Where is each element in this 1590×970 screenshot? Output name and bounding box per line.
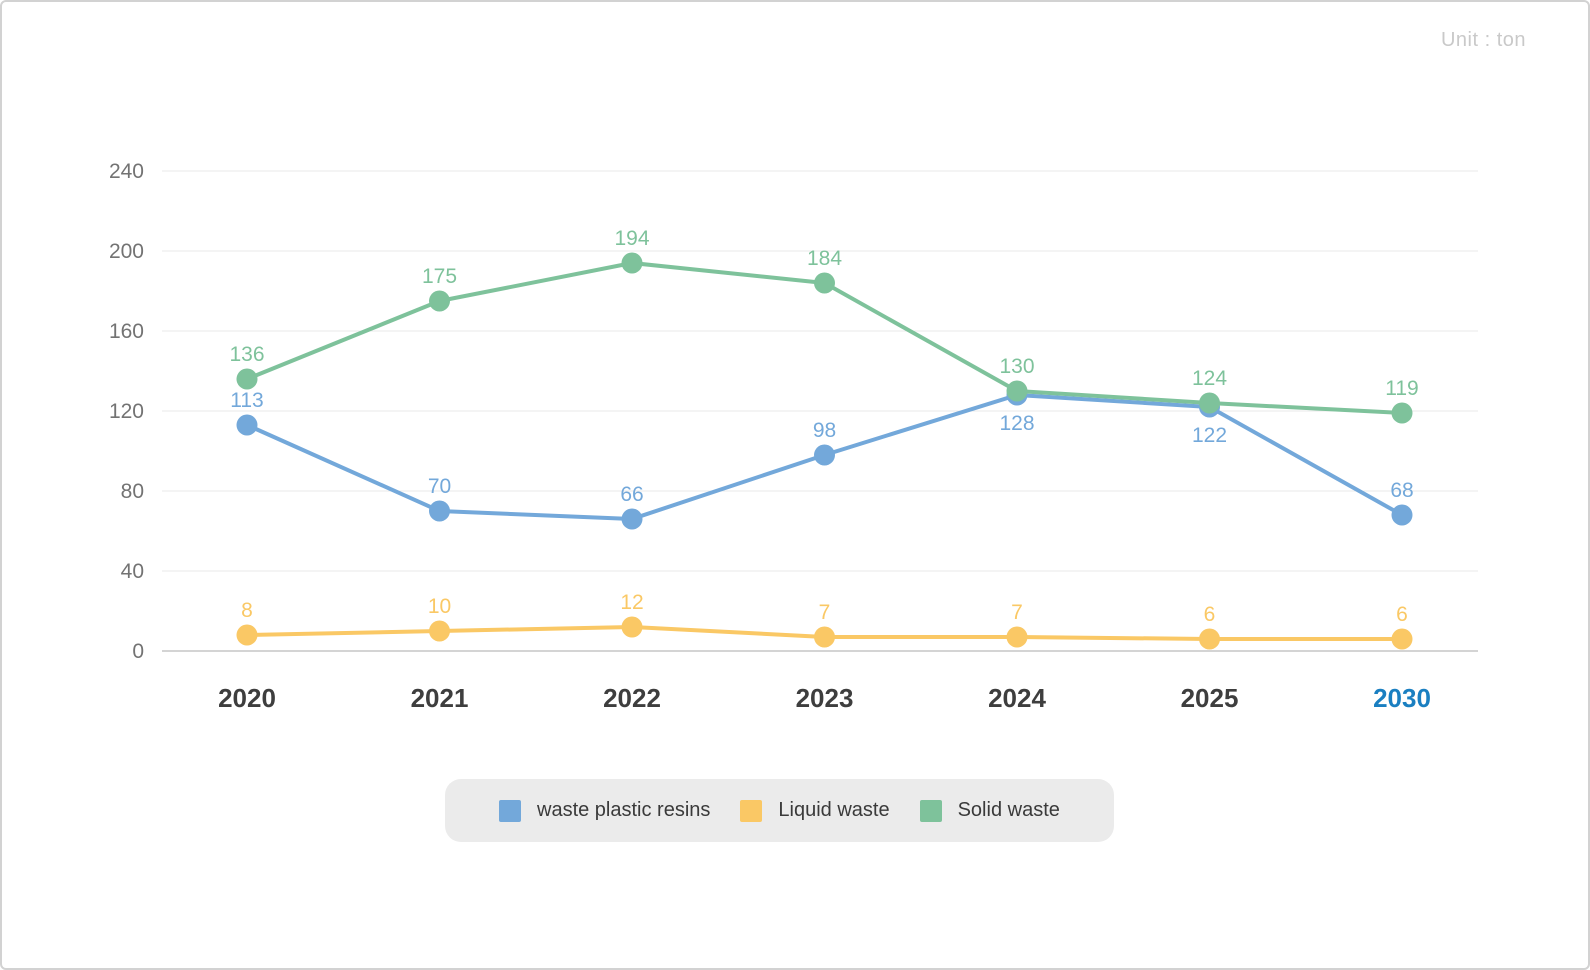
- legend-swatch-icon: [919, 799, 942, 822]
- data-point-marker: [814, 272, 835, 294]
- data-point-marker: [429, 620, 450, 642]
- x-axis-label-highlighted: 2030: [1373, 683, 1431, 713]
- data-point-label: 7: [819, 601, 831, 624]
- data-point-label: 70: [428, 475, 451, 498]
- data-point-label: 7: [1011, 601, 1023, 624]
- data-point-label: 12: [620, 591, 643, 614]
- y-tick-label: 40: [121, 560, 144, 583]
- y-tick-label: 0: [132, 640, 144, 663]
- legend-item[interactable]: Solid waste: [919, 799, 1060, 822]
- data-point-marker: [1006, 380, 1028, 402]
- data-point-label: 130: [999, 355, 1034, 378]
- data-point-marker: [429, 500, 450, 522]
- legend-swatch-icon: [740, 799, 763, 822]
- data-point-label: 136: [229, 343, 264, 366]
- data-point-label: 122: [1192, 424, 1227, 447]
- data-point-label: 10: [428, 595, 451, 618]
- data-point-marker: [621, 508, 643, 530]
- unit-label: Unit : ton: [1440, 29, 1526, 51]
- data-point-marker: [621, 252, 643, 274]
- data-point-label: 113: [230, 389, 263, 412]
- data-point-label: 194: [614, 227, 649, 250]
- data-point-label: 124: [1192, 367, 1227, 390]
- legend-label: Liquid waste: [778, 799, 890, 821]
- x-axis-label: 2020: [218, 683, 276, 713]
- data-point-marker: [1199, 392, 1220, 414]
- data-point-label: 119: [1385, 377, 1418, 400]
- data-point-marker: [236, 624, 258, 646]
- y-tick-label: 240: [109, 160, 144, 183]
- x-axis-label: 2021: [411, 683, 469, 713]
- legend: waste plastic resins Liquid waste Solid wa…: [445, 779, 1114, 842]
- data-point-marker: [621, 616, 643, 638]
- data-point-label: 128: [999, 412, 1034, 435]
- legend-label: Solid waste: [957, 799, 1060, 821]
- y-tick-label: 200: [109, 240, 144, 263]
- data-point-marker: [814, 444, 835, 466]
- data-point-marker: [1391, 628, 1413, 650]
- data-point-label: 8: [241, 599, 253, 622]
- data-point-label: 6: [1204, 603, 1216, 626]
- data-point-marker: [1199, 628, 1220, 650]
- x-axis-label: 2023: [796, 683, 854, 713]
- y-tick-label: 120: [109, 400, 144, 423]
- legend-label: waste plastic resins: [537, 799, 711, 821]
- data-point-marker: [814, 626, 835, 648]
- y-tick-label: 80: [121, 480, 144, 503]
- data-point-marker: [1391, 504, 1413, 526]
- data-point-marker: [1391, 402, 1413, 424]
- data-point-marker: [1006, 626, 1028, 648]
- x-axis-label: 2024: [988, 683, 1046, 713]
- data-point-marker: [236, 368, 258, 390]
- x-axis-label: 2025: [1181, 683, 1239, 713]
- legend-item[interactable]: waste plastic resins: [499, 799, 710, 822]
- data-point-label: 68: [1390, 479, 1413, 502]
- data-point-marker: [429, 290, 450, 312]
- x-axis-label: 2022: [603, 683, 661, 713]
- y-tick-label: 160: [109, 320, 144, 343]
- data-point-marker: [236, 414, 258, 436]
- data-point-label: 175: [422, 265, 457, 288]
- legend-swatch-icon: [499, 799, 521, 822]
- data-point-label: 184: [807, 247, 842, 270]
- legend-item[interactable]: Liquid waste: [740, 799, 890, 822]
- data-point-label: 6: [1396, 603, 1408, 626]
- data-point-label: 66: [620, 483, 643, 506]
- data-point-label: 98: [813, 419, 836, 442]
